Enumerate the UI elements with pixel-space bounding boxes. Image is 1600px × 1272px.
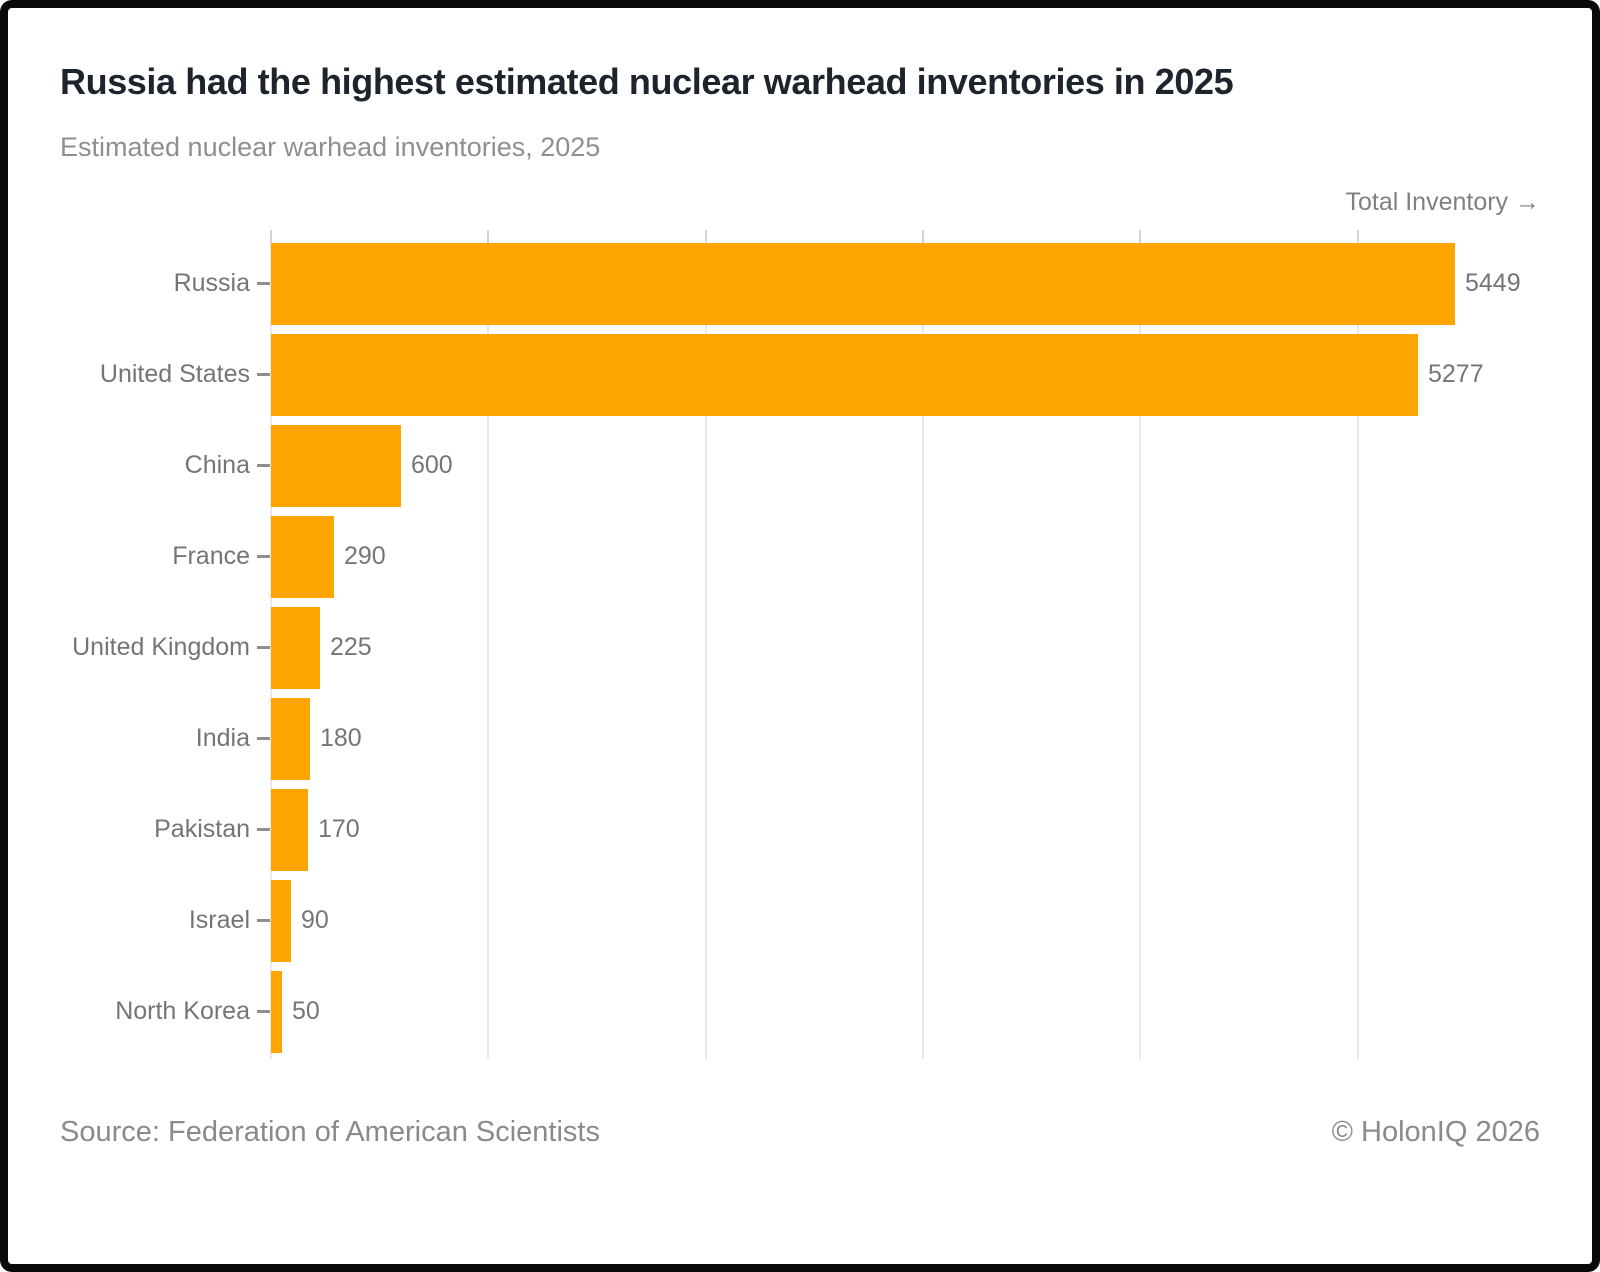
category-tick-mark [257,373,270,376]
category-tick-mark [257,919,270,922]
bar-track: 180 [271,697,1592,780]
bar-track: 90 [271,879,1592,962]
bar[interactable] [271,333,1418,416]
bar[interactable] [271,697,310,780]
bar-row: United Kingdom 225 [8,602,1592,693]
value-label: 290 [344,542,386,570]
value-label: 225 [330,633,372,661]
value-label: 5449 [1465,269,1521,297]
bar[interactable] [271,242,1455,325]
category-tick-mark [257,646,270,649]
value-label: 170 [318,815,360,843]
category-label: Israel [188,906,250,934]
bar-track: 170 [271,788,1592,871]
bar-track: 50 [271,970,1592,1053]
bar-track: 290 [271,515,1592,598]
chart-subtitle: Estimated nuclear warhead inventories, 2… [60,132,601,162]
bar-track: 600 [271,424,1592,507]
bar-row: Pakistan 170 [8,784,1592,875]
category-tick-mark [257,282,270,285]
bar-row: Russia 5449 [8,238,1592,329]
category-label: United States [99,360,250,388]
bar-track: 5449 [271,242,1592,325]
bar[interactable] [271,879,291,962]
category-tick-mark [257,828,270,831]
x-axis-label: Total Inventory → [1345,188,1540,216]
bar-chart: Russia 5449 United States 5277 China 600 Franc… [8,238,1592,1057]
value-label: 180 [320,724,362,752]
bar-row: North Korea 50 [8,966,1592,1057]
chart-title: Russia had the highest estimated nuclear… [60,61,1234,102]
category-label: Pakistan [154,815,250,843]
category-tick-mark [257,555,270,558]
bar-row: United States 5277 [8,329,1592,420]
bar[interactable] [271,515,334,598]
value-label: 90 [301,906,329,934]
category-label: North Korea [115,997,250,1025]
bar-row: China 600 [8,420,1592,511]
category-tick-mark [257,737,270,740]
category-label: China [184,451,250,479]
source-note: Source: Federation of American Scientist… [60,1116,600,1148]
bar-row: India 180 [8,693,1592,784]
bar-track: 225 [271,606,1592,689]
bar[interactable] [271,424,401,507]
value-label: 50 [292,997,320,1025]
value-label: 5277 [1428,360,1484,388]
category-label: France [172,542,250,570]
category-tick-mark [257,1010,270,1013]
bar[interactable] [271,788,308,871]
bar[interactable] [271,606,320,689]
value-label: 600 [411,451,453,479]
category-label: United Kingdom [72,633,250,661]
chart-canvas: Russia had the highest estimated nuclear… [8,8,1592,1264]
bar-row: Israel 90 [8,875,1592,966]
bar-row: France 290 [8,511,1592,602]
bar-track: 5277 [271,333,1592,416]
bar[interactable] [271,970,282,1053]
category-label: India [195,724,250,752]
category-tick-mark [257,464,270,467]
category-label: Russia [173,269,250,297]
copyright-note: © HolonIQ 2026 [1331,1116,1540,1148]
